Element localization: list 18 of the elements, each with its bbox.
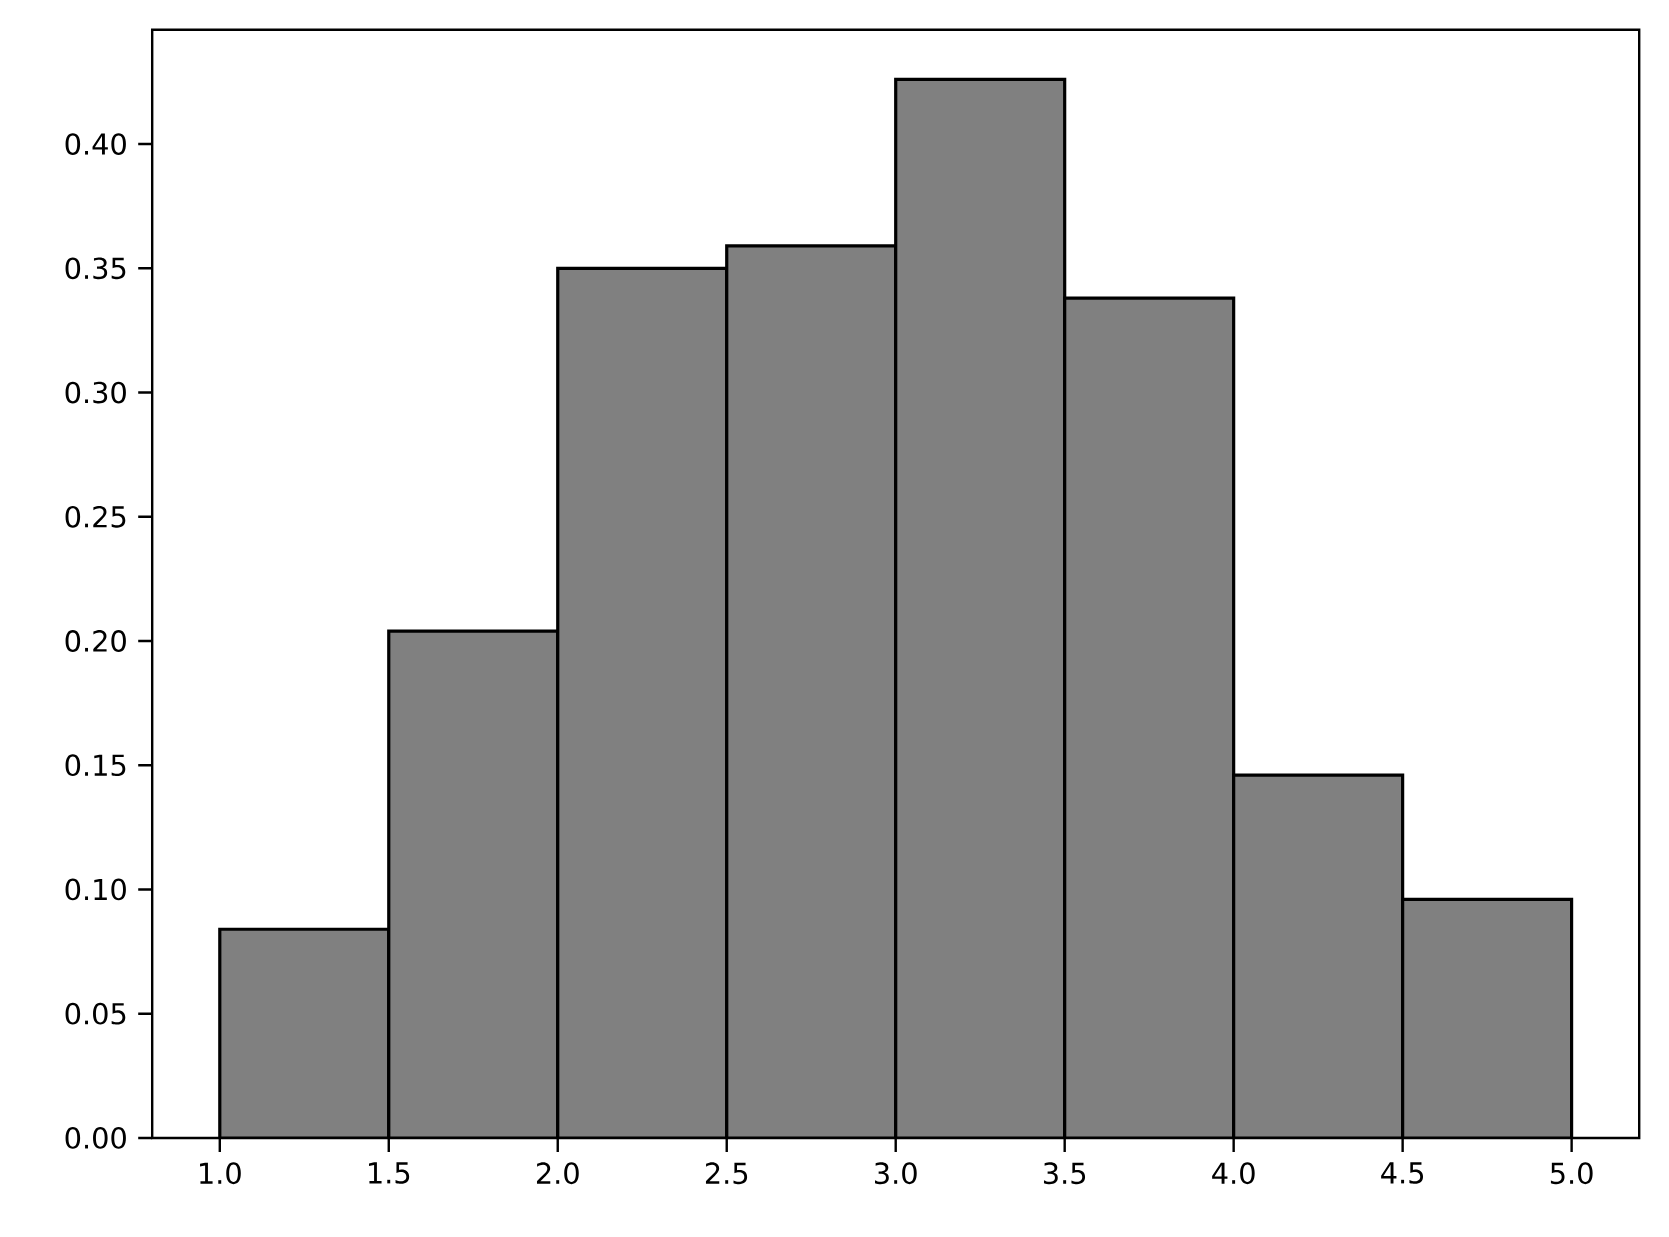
x-tick-label: 4.5 (1381, 1162, 1424, 1184)
x-tick-label: 2.0 (536, 1162, 579, 1185)
x-tick-label: 1.5 (369, 1162, 410, 1184)
x-tick-label: 3.0 (875, 1162, 917, 1185)
y-tick-label: 0.30 (65, 381, 126, 404)
y-tick-label: 0.00 (65, 1127, 126, 1149)
x-tick-label: 3.5 (1043, 1162, 1086, 1185)
x-tick-label: 2.5 (705, 1162, 748, 1185)
y-tick-label: 0.40 (65, 133, 126, 155)
x-tick-label: 1.0 (200, 1162, 241, 1185)
y-tick-label: 0.35 (65, 257, 126, 280)
x-tick-label: 5.0 (1550, 1162, 1593, 1185)
y-tick-label: 0.15 (65, 754, 126, 777)
y-tick-label: 0.10 (65, 878, 126, 901)
y-tick-label: 0.25 (65, 505, 126, 528)
y-tick-label: 0.20 (65, 630, 126, 652)
y-tick-label: 0.05 (65, 1002, 126, 1025)
x-tick-label: 4.0 (1212, 1162, 1255, 1185)
